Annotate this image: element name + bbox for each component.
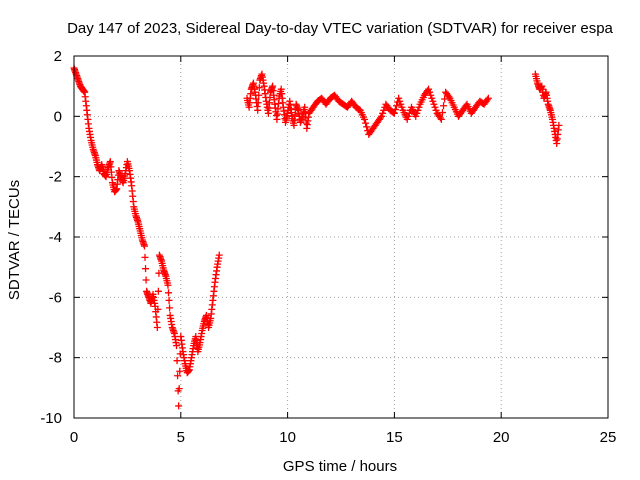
data-point: [175, 385, 183, 393]
data-points: [70, 64, 563, 410]
data-point: [395, 94, 403, 102]
data-point: [153, 324, 161, 331]
chart-title: Day 147 of 2023, Sidereal Day-to-day VTE…: [67, 20, 613, 37]
data-point: [414, 106, 422, 114]
data-point: [154, 305, 162, 313]
data-point: [174, 372, 182, 380]
data-point: [404, 112, 412, 120]
data-point: [390, 109, 398, 117]
data-point: [173, 357, 181, 365]
data-point: [155, 269, 163, 277]
data-point: [437, 115, 445, 123]
data-point: [429, 97, 437, 105]
data-point: [425, 85, 433, 93]
data-point: [164, 281, 172, 289]
data-point: [398, 103, 406, 111]
data-point: [405, 109, 413, 117]
y-tick-label: -4: [49, 229, 62, 246]
data-point: [154, 287, 162, 295]
data-point: [176, 367, 184, 375]
data-point: [430, 100, 438, 108]
x-axis-label: GPS time / hours: [283, 458, 397, 475]
y-tick-label: 2: [54, 48, 62, 65]
x-tick-label: 15: [386, 429, 403, 446]
x-tick-label: 10: [279, 429, 296, 446]
data-point: [484, 94, 492, 102]
data-point: [173, 342, 181, 350]
data-point: [379, 109, 387, 117]
data-point: [255, 84, 263, 92]
axis-ticks: [73, 55, 609, 419]
data-point: [426, 88, 434, 96]
x-tick-label: 0: [70, 429, 78, 446]
data-point: [393, 102, 401, 110]
data-point: [142, 265, 150, 273]
data-point: [428, 94, 436, 102]
data-point: [391, 106, 399, 114]
x-tick-label: 25: [600, 429, 617, 446]
y-axis-label: SDTVAR / TECUs: [6, 180, 23, 300]
data-point: [165, 296, 173, 304]
y-tick-label: -10: [40, 410, 62, 427]
data-point: [140, 242, 148, 250]
data-point: [431, 103, 439, 111]
tick-labels: 0 5 10 15 20 25 -10 -8 -6 -4 -2 0 2: [40, 48, 616, 446]
data-point: [380, 106, 388, 114]
data-point: [254, 99, 262, 107]
data-point: [436, 114, 444, 122]
y-tick-label: -8: [49, 350, 62, 367]
data-point: [483, 96, 491, 104]
data-point: [378, 112, 386, 120]
data-point: [555, 121, 563, 129]
y-tick-label: -6: [49, 289, 62, 306]
data-point: [255, 91, 263, 99]
x-tick-label: 20: [493, 429, 510, 446]
data-point: [432, 106, 440, 114]
data-point: [141, 253, 149, 261]
y-tick-label: -2: [49, 169, 62, 186]
grid-lines: [74, 56, 608, 418]
data-point: [166, 304, 174, 312]
data-point: [427, 91, 435, 99]
data-point: [363, 123, 371, 131]
data-point: [397, 100, 405, 108]
data-point: [396, 97, 404, 105]
data-point: [142, 276, 150, 284]
data-point: [441, 95, 449, 103]
data-point: [360, 115, 368, 123]
data-point: [412, 112, 420, 120]
data-point: [362, 119, 370, 127]
data-point: [415, 103, 423, 111]
data-point: [403, 115, 411, 123]
x-tick-label: 5: [177, 429, 185, 446]
data-point: [377, 114, 385, 122]
data-point: [413, 109, 421, 117]
data-point: [438, 109, 446, 117]
y-tick-label: 0: [54, 108, 62, 125]
data-point: [440, 102, 448, 110]
data-point: [215, 251, 223, 259]
data-point: [175, 402, 183, 410]
data-point: [165, 289, 173, 297]
data-point: [445, 93, 453, 101]
data-point: [254, 106, 262, 114]
